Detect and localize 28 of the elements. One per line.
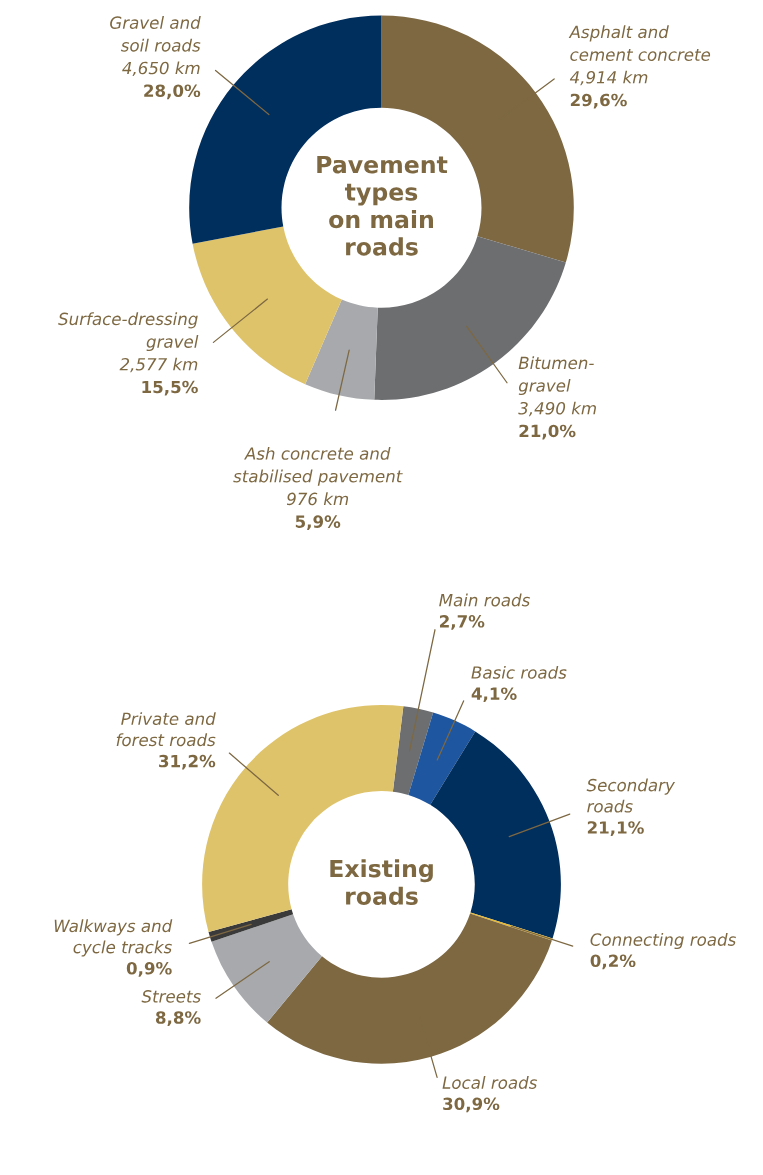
slice-label: Local roads — [442, 1076, 538, 1089]
slice-label: Surface-dressing gravel — [58, 312, 199, 352]
data-label: 31,2% — [159, 754, 216, 770]
data-label: 30,9% — [443, 1097, 500, 1113]
slice-label: Asphalt and cement concrete — [568, 25, 711, 61]
data-label: 2,577 km 15,5% — [119, 357, 198, 396]
data-label: 0,2% — [590, 954, 636, 970]
text: Existing roads — [330, 859, 433, 905]
slice-label: Basic roads — [471, 665, 567, 679]
slice-label: Bitumen- gravel — [518, 356, 594, 396]
slice-label: Secondary roads — [586, 778, 676, 813]
data-label: 0,9% — [126, 961, 172, 977]
data-label: 3,490 km 21,0% — [518, 401, 596, 440]
slice-label: Gravel and soil roads — [110, 16, 201, 52]
slice-label: Streets — [141, 990, 201, 1003]
data-label: 4,914 km 29,6% — [569, 70, 648, 109]
slice-label: Private and forest roads — [116, 712, 216, 747]
data-label: 21,1% — [587, 821, 644, 836]
data-label: 4,1% — [471, 687, 517, 703]
text: Pavement types on main roads — [317, 155, 448, 256]
data-label: 4,650 km 28,0% — [122, 61, 201, 100]
slice-label: Main roads — [439, 593, 530, 607]
slice-label: Connecting roads — [590, 932, 736, 950]
slice-label: Ash concrete and stabilised pavement — [233, 446, 403, 486]
data-label: 976 km 5,9% — [286, 492, 349, 531]
data-label: 8,8% — [155, 1011, 201, 1026]
data-label: 2,7% — [440, 615, 485, 630]
slice-label: Walkways and cycle tracks — [54, 919, 173, 957]
